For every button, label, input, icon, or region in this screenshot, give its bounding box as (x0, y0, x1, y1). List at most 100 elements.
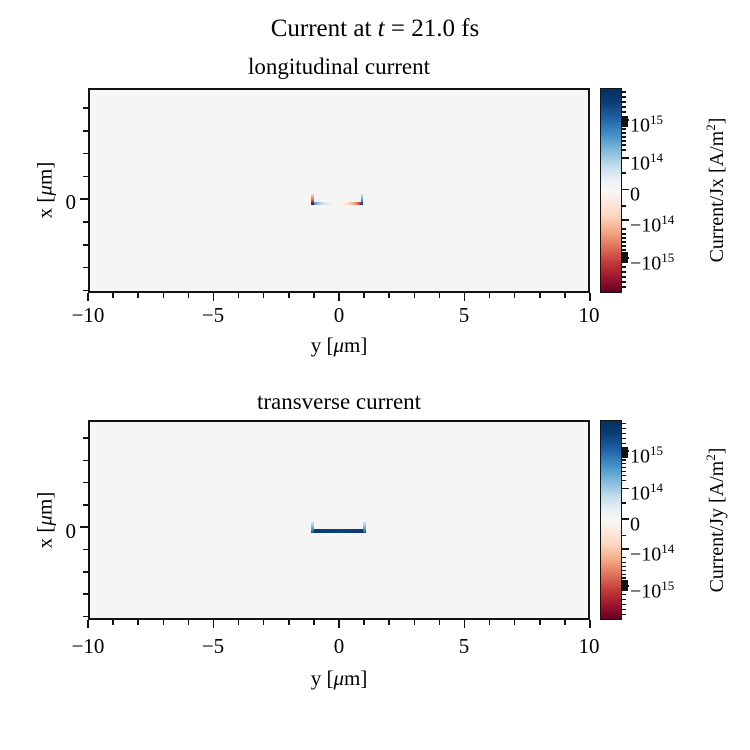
tick-mantissa: 10 (630, 114, 650, 137)
colorbar-major-tick (622, 157, 629, 159)
colorbar-label-post: ] (705, 447, 728, 455)
colorbar-minor-tick (622, 475, 626, 477)
colorbar-minor-tick (622, 463, 626, 465)
y-axis-tick (83, 459, 88, 462)
tick-exponent: 14 (661, 212, 675, 227)
y-tick-label-zero-top: 0 (65, 190, 77, 214)
y-axis-tick (83, 548, 88, 551)
x-tick-label: 0 (333, 634, 345, 658)
colorbar-dense-minor-ticks (622, 580, 628, 591)
colorbar-dense-minor-ticks (622, 116, 628, 127)
x-axis-tick (363, 620, 365, 625)
figure-title-variable: t (377, 15, 385, 42)
x-axis-tick (589, 620, 591, 628)
colorbar-minor-tick (622, 573, 626, 575)
x-axis-label-post: m] (343, 666, 368, 690)
x-axis-tick (413, 620, 416, 625)
figure-title-post: = 21.0 fs (384, 15, 480, 42)
colorbar-minor-tick (622, 433, 626, 435)
tick-mantissa: −10 (630, 252, 662, 275)
x-axis-tick (438, 293, 441, 298)
y-axis-tick (83, 130, 88, 132)
x-tick-label: 5 (458, 303, 470, 327)
tick-exponent: 14 (650, 150, 663, 165)
colorbar-tick-label: −1014 (630, 536, 674, 568)
x-axis-tick (288, 620, 290, 625)
x-axis-tick (237, 293, 240, 298)
x-axis-tick (338, 293, 340, 301)
colorbar-jy (600, 420, 622, 620)
colorbar-minor-tick (622, 249, 626, 251)
colorbar-minor-tick (622, 467, 626, 469)
x-axis-tick (363, 293, 365, 298)
jx-filament-right-cap (360, 194, 363, 205)
colorbar-major-tick (622, 518, 629, 520)
tick-mantissa: 10 (630, 445, 650, 468)
x-axis-tick (212, 620, 215, 628)
y-axis-tick (83, 571, 88, 573)
colorbar-label-post: ] (705, 117, 728, 125)
y-tick-label-zero-bottom: 0 (65, 519, 77, 543)
colorbar-minor-tick (622, 534, 626, 536)
x-axis-label-top: y [μm] (88, 332, 590, 358)
colorbar-label-jy: Current/Jy [A/m2] (703, 448, 729, 593)
mu-symbol: μ (333, 666, 344, 690)
x-tick-label: −5 (201, 303, 225, 327)
x-axis-tick (488, 620, 491, 625)
tick-mantissa: 10 (630, 152, 650, 175)
colorbar-minor-tick (622, 423, 626, 425)
x-axis-tick (564, 620, 566, 625)
x-axis-tick (137, 293, 139, 298)
x-tick-label: 10 (578, 303, 600, 327)
y-axis-tick (83, 175, 88, 178)
jy-bar-right-cap (363, 522, 366, 533)
subplot-title-longitudinal: longitudinal current (247, 54, 431, 79)
colorbar-minor-tick (622, 205, 626, 207)
plot-area-transverse (88, 420, 590, 620)
colorbar-minor-tick (622, 479, 626, 482)
colorbar-minor-tick (622, 172, 626, 174)
colorbar-minor-tick (622, 241, 626, 243)
y-axis-tick (83, 289, 88, 292)
tick-mantissa: 10 (630, 482, 650, 505)
colorbar-minor-tick (622, 111, 626, 113)
colorbar-major-tick (622, 548, 629, 550)
x-tick-label: 0 (333, 303, 345, 327)
x-axis-tick (162, 293, 165, 298)
x-axis-tick (313, 620, 315, 625)
colorbar-minor-tick (622, 276, 626, 278)
colorbar-tick-label: 0 (630, 176, 640, 208)
colorbar-tick-label: 0 (630, 506, 640, 538)
x-axis-tick (187, 293, 190, 298)
x-tick-label: −10 (71, 303, 105, 327)
colorbar-minor-tick (622, 556, 626, 559)
y-axis-tick (83, 244, 88, 246)
x-axis-tick (187, 620, 190, 625)
x-axis-tick (112, 293, 114, 298)
colorbar-minor-tick (622, 281, 626, 283)
colorbar-minor-tick (622, 594, 626, 596)
tick-exponent: 15 (650, 112, 663, 127)
colorbar-minor-tick (622, 565, 626, 567)
x-axis-tick (162, 620, 165, 625)
mu-symbol: μ (333, 333, 344, 357)
jy-current-bar (311, 529, 366, 533)
x-tick-label: 10 (578, 634, 600, 658)
subplot-title-transverse: transverse current (256, 389, 422, 414)
colorbar-minor-tick (622, 442, 626, 444)
colorbar-minor-tick (622, 577, 626, 579)
y-axis-label-post: m] (32, 491, 57, 516)
colorbar-minor-tick (622, 144, 626, 146)
x-axis-tick (539, 293, 541, 298)
jy-bar-left-cap (311, 522, 314, 533)
colorbar-minor-tick (622, 286, 626, 288)
tick-exponent: 14 (650, 480, 663, 495)
colorbar-tick-label: 1014 (630, 145, 663, 177)
y-axis-tick (83, 504, 88, 506)
x-axis-tick (413, 293, 416, 298)
colorbar-minor-tick (622, 140, 626, 142)
x-tick-label: 5 (458, 634, 470, 658)
colorbar-tick-label: −1015 (630, 245, 674, 277)
x-axis-tick (513, 620, 516, 625)
